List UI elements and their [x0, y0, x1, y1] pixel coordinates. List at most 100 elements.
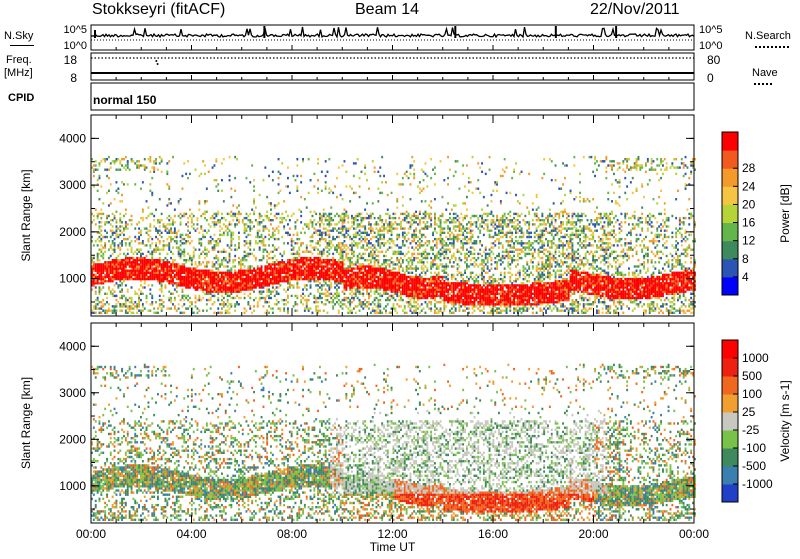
- heatmap-cell: [377, 244, 379, 246]
- heatmap-cell: [148, 276, 150, 278]
- heatmap-cell: [430, 276, 432, 278]
- heatmap-cell: [336, 295, 338, 297]
- heatmap-cell: [387, 280, 389, 282]
- heatmap-cell: [459, 221, 461, 223]
- heatmap-cell: [344, 225, 346, 227]
- heatmap-cell: [219, 280, 221, 282]
- heatmap-cell: [359, 225, 361, 227]
- heatmap-cell: [197, 280, 199, 282]
- heatmap-cell: [464, 303, 466, 305]
- heatmap-cell: [364, 227, 366, 229]
- heatmap-cell: [298, 209, 300, 211]
- heatmap-cell: [355, 274, 357, 276]
- heatmap-cell: [410, 223, 412, 225]
- heatmap-cell: [230, 244, 232, 246]
- heatmap-cell: [117, 265, 119, 267]
- heatmap-cell: [317, 284, 319, 286]
- heatmap-cell: [127, 261, 129, 263]
- heatmap-cell: [445, 236, 447, 238]
- heatmap-cell: [121, 303, 123, 305]
- heatmap-cell: [106, 293, 108, 295]
- heatmap-cell: [106, 267, 108, 269]
- heatmap-cell: [210, 274, 212, 276]
- heatmap-cell: [289, 274, 291, 276]
- heatmap-cell: [332, 219, 334, 221]
- heatmap-cell: [185, 240, 187, 242]
- heatmap-cell: [166, 223, 168, 225]
- heatmap-cell: [244, 227, 246, 229]
- heatmap-cell: [125, 225, 127, 227]
- heatmap-cell: [223, 284, 225, 286]
- heatmap-cell: [127, 312, 129, 314]
- heatmap-cell: [415, 280, 417, 282]
- heatmap-cell: [198, 232, 200, 234]
- heatmap-cell: [438, 251, 440, 253]
- heatmap-cell: [310, 261, 312, 263]
- heatmap-cell: [400, 282, 402, 284]
- heatmap-cell: [263, 276, 265, 278]
- heatmap-cell: [238, 276, 240, 278]
- heatmap-cell: [95, 164, 97, 166]
- heatmap-cell: [119, 265, 121, 267]
- heatmap-cell: [212, 284, 214, 286]
- heatmap-cell: [247, 282, 249, 284]
- heatmap-cell: [272, 280, 274, 282]
- heatmap-cell: [364, 166, 366, 168]
- heatmap-cell: [227, 282, 229, 284]
- heatmap-cell: [263, 242, 265, 244]
- heatmap-cell: [291, 265, 293, 267]
- heatmap-cell: [106, 280, 108, 282]
- heatmap-cell: [142, 270, 144, 272]
- heatmap-cell: [215, 223, 217, 225]
- heatmap-cell: [453, 217, 455, 219]
- heatmap-cell: [136, 274, 138, 276]
- heatmap-cell: [342, 249, 344, 251]
- heatmap-cell: [268, 253, 270, 255]
- heatmap-cell: [328, 276, 330, 278]
- heatmap-cell: [104, 160, 106, 162]
- heatmap-cell: [328, 230, 330, 232]
- heatmap-cell: [449, 293, 451, 295]
- heatmap-cell: [168, 291, 170, 293]
- heatmap-cell: [289, 270, 291, 272]
- heatmap-cell: [328, 293, 330, 295]
- heatmap-cell: [93, 169, 95, 171]
- heatmap-cell: [149, 261, 151, 263]
- heatmap-cell: [170, 265, 172, 267]
- heatmap-cell: [364, 299, 366, 301]
- heatmap-cell: [274, 278, 276, 280]
- heatmap-cell: [464, 261, 466, 263]
- heatmap-cell: [112, 230, 114, 232]
- heatmap-cell: [121, 242, 123, 244]
- heatmap-cell: [406, 253, 408, 255]
- heatmap-cell: [99, 263, 101, 265]
- heatmap-cell: [240, 274, 242, 276]
- heatmap-cell: [462, 278, 464, 280]
- heatmap-cell: [272, 278, 274, 280]
- heatmap-cell: [459, 307, 461, 309]
- heatmap-cell: [149, 246, 151, 248]
- heatmap-cell: [183, 215, 185, 217]
- heatmap-cell: [287, 276, 289, 278]
- heatmap-cell: [172, 265, 174, 267]
- heatmap-cell: [426, 257, 428, 259]
- heatmap-cell: [249, 297, 251, 299]
- heatmap-cell: [287, 307, 289, 309]
- heatmap-cell: [404, 217, 406, 219]
- heatmap-cell: [411, 284, 413, 286]
- heatmap-cell: [246, 177, 248, 179]
- heatmap-cell: [153, 171, 155, 173]
- heatmap-cell: [366, 179, 368, 181]
- heatmap-cell: [321, 263, 323, 265]
- heatmap-cell: [459, 223, 461, 225]
- heatmap-cell: [223, 276, 225, 278]
- heatmap-cell: [195, 286, 197, 288]
- heatmap-cell: [291, 238, 293, 240]
- heatmap-cell: [215, 261, 217, 263]
- heatmap-cell: [189, 215, 191, 217]
- heatmap-cell: [138, 166, 140, 168]
- heatmap-cell: [298, 270, 300, 272]
- heatmap-cell: [344, 251, 346, 253]
- heatmap-cell: [166, 238, 168, 240]
